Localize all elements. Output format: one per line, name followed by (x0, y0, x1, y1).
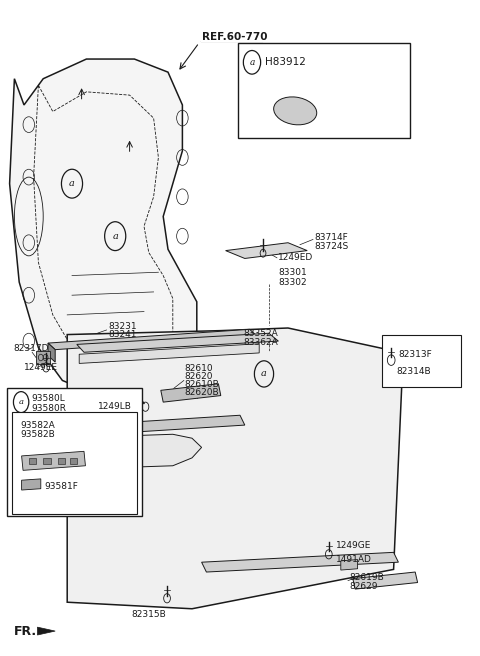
Polygon shape (36, 351, 50, 364)
Text: 93580R: 93580R (32, 404, 67, 413)
Text: 82619B: 82619B (349, 573, 384, 582)
Polygon shape (353, 572, 418, 589)
Polygon shape (202, 552, 398, 572)
Polygon shape (22, 451, 85, 470)
FancyBboxPatch shape (382, 335, 461, 387)
Text: FR.: FR. (13, 625, 36, 638)
Text: 83241: 83241 (108, 330, 136, 339)
Text: 82610B: 82610B (185, 380, 219, 389)
Text: 82314B: 82314B (396, 367, 431, 376)
Text: 82629: 82629 (349, 582, 378, 591)
Polygon shape (84, 415, 245, 435)
Text: 93582B: 93582B (20, 430, 55, 439)
Text: 83231: 83231 (108, 322, 137, 331)
Text: 82610: 82610 (185, 364, 214, 373)
Text: a: a (261, 369, 267, 379)
Bar (29, 458, 36, 464)
FancyBboxPatch shape (12, 412, 137, 514)
Polygon shape (77, 333, 278, 352)
FancyBboxPatch shape (238, 43, 410, 138)
Text: a: a (249, 58, 255, 67)
Text: 82313F: 82313F (398, 350, 432, 359)
Polygon shape (226, 243, 307, 258)
Text: 93582A: 93582A (20, 420, 55, 430)
Text: 83301: 83301 (278, 268, 307, 277)
Polygon shape (48, 343, 55, 362)
Polygon shape (161, 384, 221, 402)
Text: 83302: 83302 (278, 277, 307, 287)
Text: 93580L: 93580L (32, 394, 65, 403)
Text: 82317D: 82317D (13, 344, 49, 354)
Ellipse shape (274, 97, 317, 125)
Text: 82315B: 82315B (132, 610, 166, 619)
Polygon shape (67, 328, 403, 609)
Bar (70, 458, 77, 464)
Text: 83714F: 83714F (314, 233, 348, 242)
Text: 83362A: 83362A (244, 338, 278, 347)
Polygon shape (37, 627, 55, 635)
Text: 83724S: 83724S (314, 242, 348, 251)
Text: 1249LB: 1249LB (98, 402, 132, 411)
Text: REF.60-770: REF.60-770 (202, 31, 267, 42)
Polygon shape (341, 560, 358, 570)
Text: 82620: 82620 (185, 372, 213, 381)
Polygon shape (96, 434, 202, 467)
Polygon shape (22, 479, 41, 490)
Text: a: a (69, 179, 75, 188)
FancyBboxPatch shape (7, 388, 142, 516)
Text: 83352A: 83352A (244, 329, 278, 338)
Text: 1249EE: 1249EE (24, 363, 58, 372)
Polygon shape (10, 59, 197, 394)
Bar (58, 458, 65, 464)
Text: 1249ED: 1249ED (278, 253, 313, 262)
Bar (43, 458, 51, 464)
Text: a: a (19, 398, 24, 406)
Polygon shape (48, 329, 257, 350)
Polygon shape (79, 344, 259, 363)
Text: 1249GE: 1249GE (336, 541, 372, 550)
Text: 93581F: 93581F (44, 482, 78, 491)
Text: H83912: H83912 (265, 57, 306, 68)
Text: 82620B: 82620B (185, 388, 219, 397)
Text: a: a (112, 232, 118, 241)
Text: 1491AD: 1491AD (336, 555, 372, 564)
